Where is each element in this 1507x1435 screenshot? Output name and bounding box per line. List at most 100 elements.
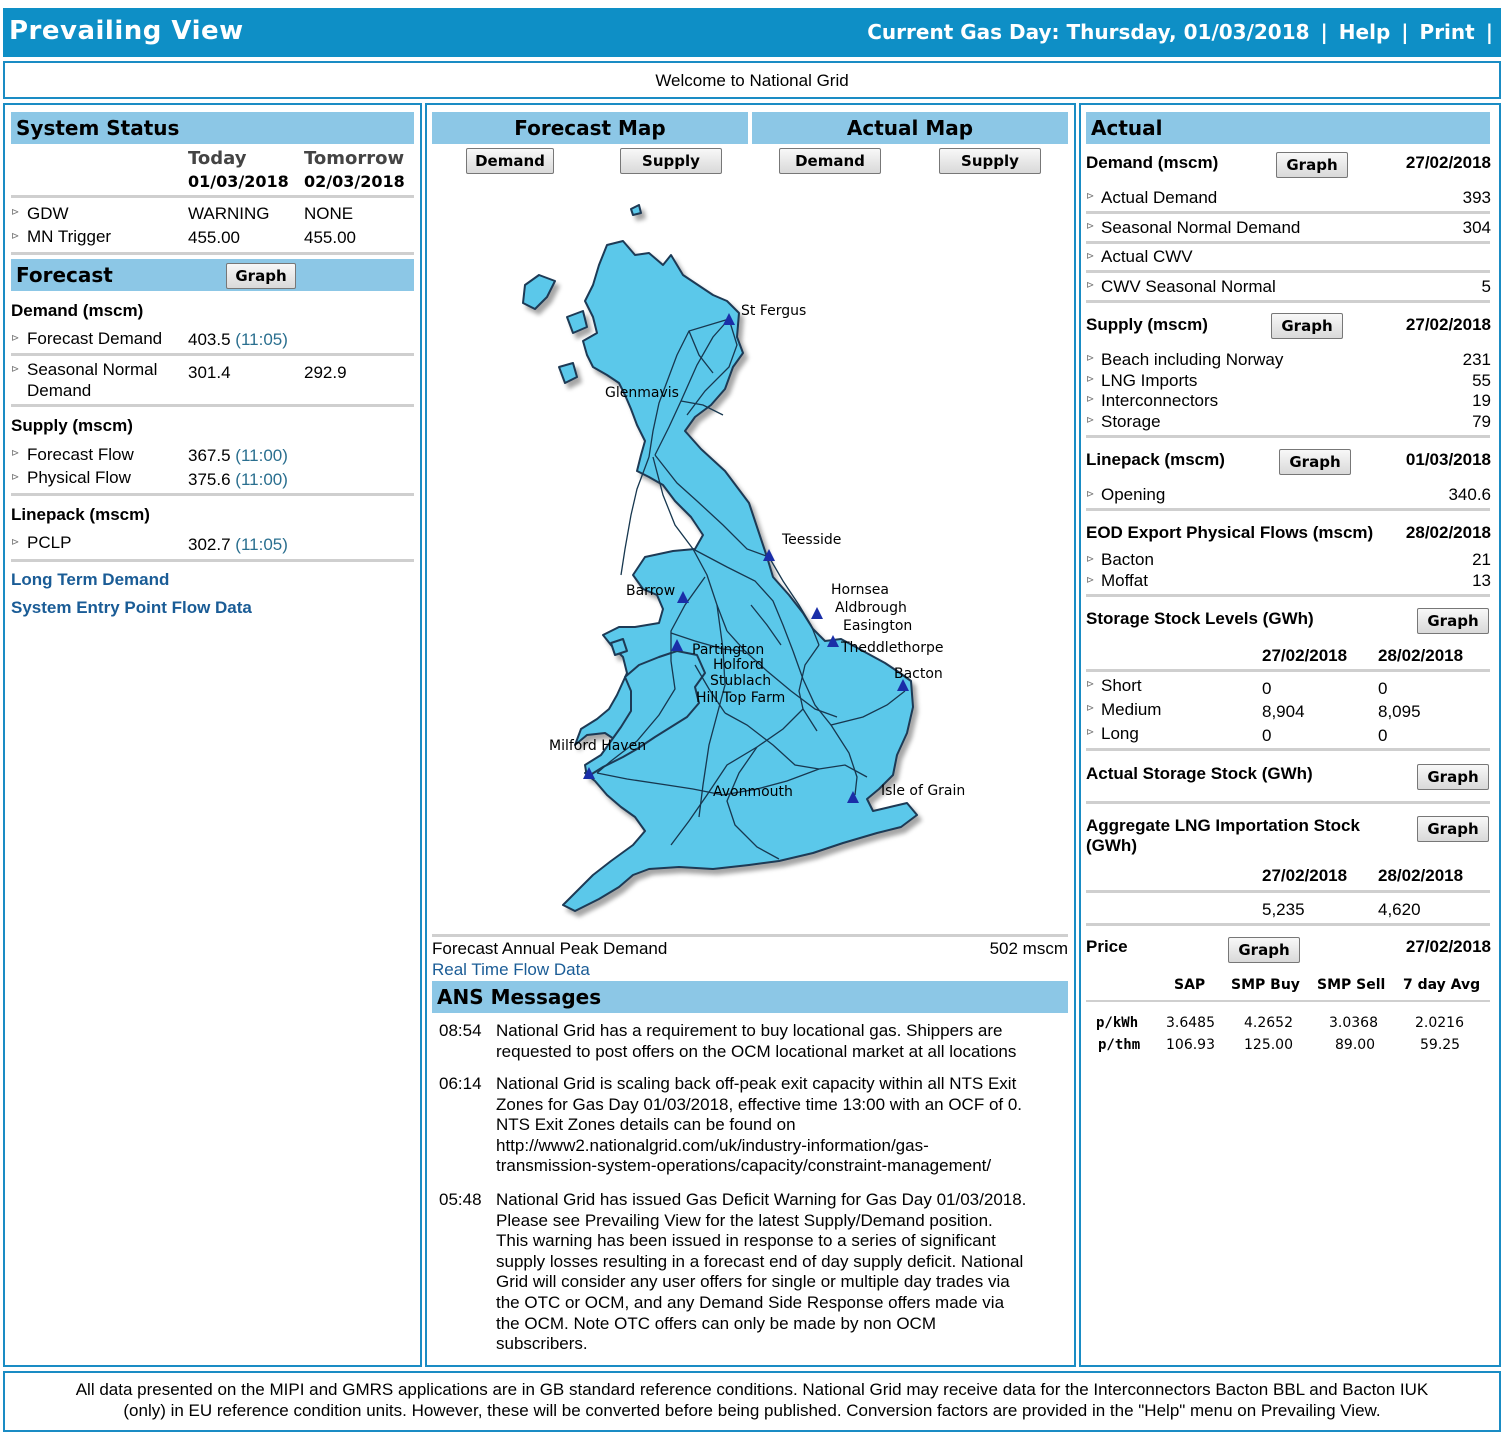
mn-trigger-label: MN Trigger [27,227,112,246]
great-britain-landmass [562,240,918,912]
bullet-icon: ⊳ [1086,353,1095,364]
divider [1086,435,1490,438]
map-label-easington: Easington [843,618,912,634]
forecast-demand-time: (11:05) [235,330,288,349]
storage-long-label: Long [1101,724,1139,743]
long-term-demand-link[interactable]: Long Term Demand [11,570,170,589]
system-entry-point-link[interactable]: System Entry Point Flow Data [11,598,252,617]
ans-line: National Grid has issued Gas Deficit War… [496,1190,1027,1209]
actual-supply-map-button[interactable]: Supply [939,148,1041,174]
theddlethorpe-marker [827,635,839,647]
actual-demand-value: 393 [1462,188,1491,207]
real-time-flow-link[interactable]: Real Time Flow Data [432,960,590,979]
actual-supply-title: Supply (mscm) [1086,315,1208,334]
ans-message: National Grid is scaling back off-peak e… [496,1074,1022,1177]
ans-messages-header: ANS Messages [432,981,1068,1013]
top-bar-right: Current Gas Day: Thursday, 01/03/2018 | … [863,20,1493,44]
hebrides-island [522,274,556,310]
help-link[interactable]: Help [1338,20,1391,44]
price-sap-thm: 106.93 [1166,1037,1215,1053]
divider [1086,748,1490,751]
forecast-supply-map-button[interactable]: Supply [620,148,722,174]
price-unit-thm: p/thm [1098,1037,1141,1053]
actual-cwv-label: Actual CWV [1101,247,1193,266]
seasonal-today: 301.4 [188,363,231,382]
price-smp-sell-kwh: 3.0368 [1329,1015,1378,1031]
divider [432,934,1068,937]
ans-line: This warning has been issued in response… [496,1231,996,1251]
seasonal-normal-demand-value: 304 [1462,218,1491,237]
price-7day-kwh: 2.0216 [1415,1015,1464,1031]
pclp-time: (11:05) [235,535,288,554]
footer-disclaimer: All data presented on the MIPI and GMRS … [3,1371,1501,1432]
physical-flow-label: Physical Flow [27,468,131,487]
lng-stock-graph-button[interactable]: Graph [1417,816,1489,842]
price-smp-buy-kwh: 4.2652 [1244,1015,1293,1031]
storage-medium-v1: 8,904 [1262,702,1305,721]
map-label-avonmouth: Avonmouth [713,784,793,800]
actual-map-header: Actual Map [752,112,1068,144]
divider [11,195,414,198]
actual-demand-map-button[interactable]: Demand [779,148,881,174]
map-label-milford-haven: Milford Haven [549,738,646,754]
actual-supply-graph-button[interactable]: Graph [1271,313,1343,339]
cwv-seasonal-label: CWV Seasonal Normal [1101,277,1276,296]
forecast-graph-button[interactable]: Graph [226,263,296,289]
storage-levels-graph-button[interactable]: Graph [1417,608,1489,634]
bullet-icon: ⊳ [1086,575,1095,586]
forecast-demand-map-button[interactable]: Demand [466,148,554,174]
eod-date: 28/02/2018 [1405,523,1491,542]
eod-moffat-label: Moffat [1101,571,1148,590]
supply-interconnectors-label: Interconnectors [1101,391,1219,410]
print-link[interactable]: Print [1419,20,1475,44]
right-panel: Actual Demand (mscm) Graph 27/02/2018 ⊳ … [1079,103,1501,1367]
seasonal-normal-label-2: Demand [27,381,92,400]
opening-label: Opening [1101,485,1166,504]
opening-value: 340.6 [1448,485,1491,504]
forecast-demand-title: Demand (mscm) [11,301,144,320]
lng-date-2: 28/02/2018 [1378,866,1464,885]
lng-date-1: 27/02/2018 [1262,866,1348,885]
supply-interconnectors-value: 19 [1472,391,1491,410]
divider [1086,923,1490,926]
actual-header: Actual [1086,112,1490,144]
physical-flow-time: (11:00) [235,470,288,489]
actual-demand-graph-button[interactable]: Graph [1276,152,1348,178]
divider [11,353,414,356]
price-col-smp-sell: SMP Sell [1317,977,1386,993]
price-title: Price [1086,937,1128,956]
milford-haven-marker [583,767,595,779]
isle-of-grain-marker [847,791,859,803]
actual-storage-graph-button[interactable]: Graph [1417,764,1489,790]
pipeline-network [596,318,906,860]
easington-marker [811,607,823,619]
date-tomorrow: 02/03/2018 [304,172,405,191]
gdw-today: WARNING [188,204,270,223]
price-graph-button[interactable]: Graph [1228,937,1300,963]
price-col-7day: 7 day Avg [1403,977,1481,993]
physical-flow-value: 375.6 [188,470,231,489]
bullet-icon: ⊳ [1086,374,1095,385]
forecast-header: Forecast [11,259,414,291]
bullet-icon: ⊳ [1086,489,1095,500]
supply-storage-label: Storage [1101,412,1161,431]
ans-line: National Grid has a requirement to buy l… [496,1021,1003,1040]
map-label-theddlethorpe: Theddlethorpe [840,640,944,656]
actual-demand-date: 27/02/2018 [1405,153,1491,172]
forecast-linepack-title: Linepack (mscm) [11,505,150,524]
eod-moffat-value: 13 [1472,571,1491,590]
system-status-header: System Status [11,112,414,144]
storage-date-2: 28/02/2018 [1378,646,1464,665]
skye-island [566,310,588,334]
terminal-markers [583,313,909,803]
map-label-teesside: Teesside [781,532,841,548]
map-label-aldbrough: Aldbrough [835,600,907,616]
map-label-isle-of-grain: Isle of Grain [881,783,965,799]
col-tomorrow: Tomorrow [304,148,405,169]
left-panel: System Status Today Tomorrow 01/03/2018 … [3,103,422,1367]
pclp-value: 302.7 [188,535,231,554]
actual-linepack-graph-button[interactable]: Graph [1279,449,1351,475]
storage-short-label: Short [1101,676,1142,695]
divider [1086,211,1490,214]
supply-storage-value: 79 [1472,412,1491,431]
